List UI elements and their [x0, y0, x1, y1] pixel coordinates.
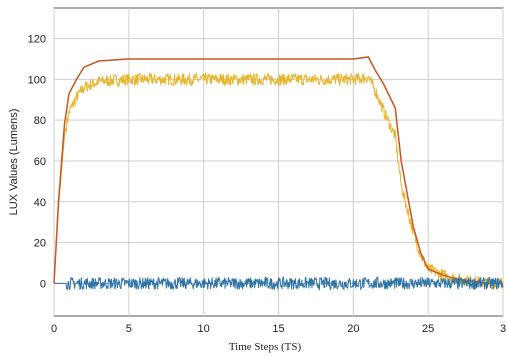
- y-tick-label: 60: [34, 156, 46, 168]
- x-tick-label: 5: [126, 323, 132, 335]
- y-tick-label: 120: [28, 34, 46, 46]
- series-line-0: [53, 56, 503, 285]
- series-layer: [53, 56, 504, 292]
- x-tick-label: 15: [272, 323, 284, 335]
- y-tick-label: 80: [34, 115, 46, 127]
- ticks: 0 20 40 60 80 100 120 0 5 10 15 20 25 3: [28, 34, 506, 335]
- x-axis-label: Time Steps (TS): [229, 341, 302, 353]
- y-axis-label: LUX Values (Lumens): [8, 109, 20, 216]
- y-tick-label: 20: [34, 238, 46, 250]
- x-tick-label: 25: [422, 323, 434, 335]
- y-tick-label: 0: [40, 278, 46, 290]
- x-tick-label: 0: [51, 323, 57, 335]
- series-line-1: [53, 72, 504, 292]
- x-tick-label: 10: [198, 323, 210, 335]
- x-tick-label: 3: [500, 323, 506, 335]
- x-tick-label: 20: [347, 323, 359, 335]
- series-line-2: [54, 275, 504, 292]
- y-tick-label: 40: [34, 197, 46, 209]
- y-tick-label: 100: [28, 74, 46, 86]
